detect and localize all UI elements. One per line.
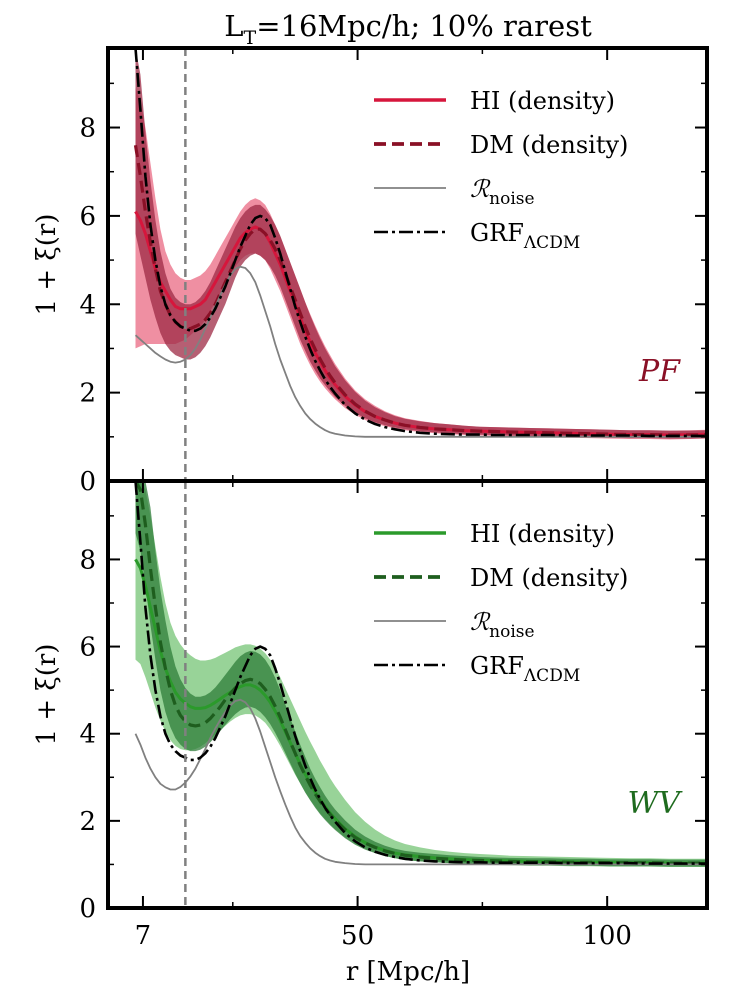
- y-tick-label: 4: [79, 290, 96, 320]
- series-line: [134, 48, 707, 438]
- y-tick-label: 0: [79, 894, 96, 924]
- y-tick-label: 2: [79, 379, 96, 409]
- legend-label: ℛnoise: [470, 175, 535, 209]
- y-tick-label: 0: [79, 467, 96, 497]
- legend-label: ℛnoise: [470, 608, 535, 642]
- x-tick-label: 7: [135, 921, 152, 951]
- legend: HI (density) DM (density) ℛnoise GRFΛCDM: [374, 520, 628, 686]
- uncertainty-band: [135, 481, 707, 867]
- y-tick-label: 6: [79, 202, 96, 232]
- series-line: [134, 698, 707, 866]
- chart-title: LT=16Mpc/h; 10% rarest: [224, 9, 592, 49]
- x-tick-label: 100: [582, 921, 632, 951]
- legend-label: HI (density): [470, 87, 615, 115]
- x-tick-label: 50: [341, 921, 374, 951]
- y-tick-label: 4: [79, 720, 96, 750]
- y-axis-label: 1 + ξ(r): [32, 644, 62, 746]
- series-line: [134, 481, 707, 865]
- panel-tag: WV: [628, 786, 684, 821]
- legend-label: GRFΛCDM: [470, 219, 580, 253]
- top-panel: 0 2 4 6 8 1 + ξ(r) HI (density) DM (density) ℛno…: [32, 46, 709, 497]
- bottom-panel: 0 2 4 6 8 7 50 100 1 + ξ(r) HI (density) DM (densi…: [32, 479, 709, 951]
- axes-frame: [106, 46, 709, 483]
- y-axis-label: 1 + ξ(r): [32, 214, 62, 316]
- series-line: [133, 144, 707, 437]
- legend: HI (density) DM (density) ℛnoise GRFΛCDM: [374, 87, 628, 253]
- axes-frame: [106, 479, 709, 910]
- series-line: [134, 481, 707, 865]
- panel-tag: PF: [638, 354, 681, 389]
- plot-area: [133, 48, 707, 440]
- legend-label: DM (density): [470, 131, 628, 159]
- legend-label: DM (density): [470, 564, 628, 592]
- y-tick-label: 8: [79, 545, 96, 575]
- plot-area: [134, 481, 707, 867]
- y-tick-label: 6: [79, 633, 96, 663]
- y-tick-label: 8: [79, 114, 96, 144]
- y-tick-label: 2: [79, 807, 96, 837]
- x-axis-label: r [Mpc/h]: [346, 957, 470, 987]
- legend-label: GRFΛCDM: [470, 652, 580, 686]
- uncertainty-band: [135, 481, 707, 867]
- uncertainty-band: [135, 48, 707, 439]
- series-line: [134, 265, 707, 438]
- series-line: [134, 210, 707, 437]
- legend-label: HI (density): [470, 520, 615, 548]
